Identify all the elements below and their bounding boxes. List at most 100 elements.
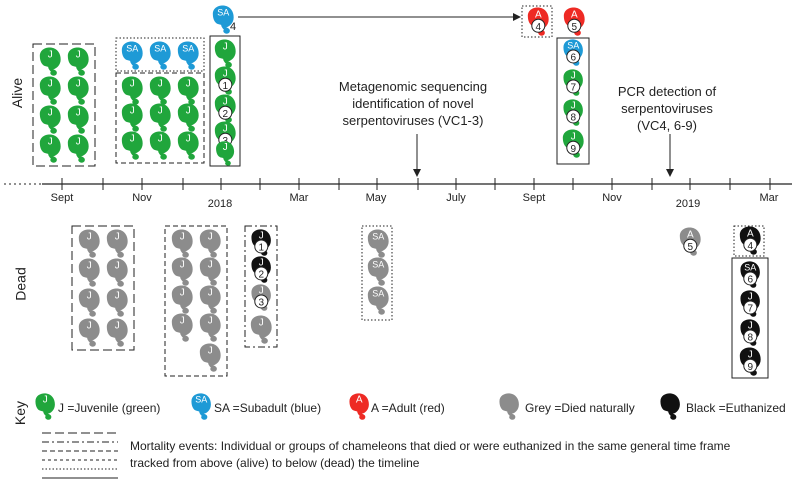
juvenile-9-icon: J9: [562, 129, 584, 158]
id-number: 5: [572, 22, 578, 33]
key-row-label: Key: [12, 400, 29, 426]
id-number: 1: [223, 81, 229, 92]
chameleon-letter: J: [748, 292, 753, 303]
chameleon-letter: J: [748, 321, 753, 332]
id-number: 6: [748, 274, 754, 285]
chameleon-letter: J: [186, 78, 191, 89]
grey-chameleon-icon: J: [171, 229, 193, 258]
subadult-6-icon: SA6: [563, 39, 583, 66]
juvenile-chameleon-icon: J: [67, 105, 89, 134]
chameleon-letter: A: [747, 228, 754, 239]
id-number: 3: [259, 297, 265, 308]
juvenile-chameleon-icon: J: [67, 47, 89, 76]
chameleon-letter: J: [223, 68, 228, 79]
chameleon-letter: J: [186, 133, 191, 144]
chameleon-letter: J: [158, 105, 163, 116]
id-number: 5: [688, 242, 694, 253]
key-subadult-icon: SA: [191, 393, 211, 420]
id-number: 4: [748, 241, 754, 252]
chameleon-letter: SA: [372, 259, 384, 269]
juvenile-1-icon: J1: [214, 66, 236, 95]
chameleon-letter: J: [259, 317, 264, 328]
chameleon-letter: A: [535, 9, 542, 20]
chameleon-letter: SA: [217, 7, 229, 17]
chameleon-letter: J: [223, 142, 228, 153]
tick-label: Sept: [522, 192, 546, 204]
id-number: 8: [748, 332, 754, 343]
juvenile-chameleon-icon: J: [177, 76, 199, 105]
grey-chameleon-icon: J: [199, 343, 221, 372]
id-circle: [566, 140, 581, 155]
subadult-chameleon-icon: SA: [149, 41, 171, 70]
adult-4-icon: A4: [527, 7, 549, 36]
dead-adult-4-box: [733, 225, 765, 257]
id-number: 7: [571, 82, 577, 93]
id-circle: [218, 77, 233, 92]
chameleon-letter: J: [208, 345, 213, 356]
chameleon-letter: J: [223, 41, 228, 52]
id-circle: [254, 239, 269, 254]
id-number: 9: [571, 144, 577, 155]
tick-label: Nov: [132, 192, 152, 204]
dead-sept-box: [71, 225, 135, 351]
chameleon-letter: J: [259, 258, 264, 269]
euthanized-7-icon: J7: [740, 290, 760, 317]
grey-chameleon-icon: J: [106, 229, 128, 258]
juvenile-chameleon-icon: J: [214, 39, 236, 68]
pcr-line-1: PCR detection of: [617, 84, 717, 99]
id-number: 3: [223, 136, 229, 147]
tick-label: May: [365, 192, 387, 204]
chameleon-letter: J: [76, 107, 81, 118]
juvenile-chameleon-icon: J: [39, 47, 61, 76]
chameleon-letter: J: [748, 349, 753, 360]
chameleon-letter: J: [571, 101, 576, 112]
chameleon-letter: J: [180, 231, 185, 242]
chameleon-letter: SA: [372, 231, 384, 241]
grey-chameleon-icon: J: [106, 318, 128, 347]
euthanized-adult-4-icon: A4: [739, 226, 761, 255]
arrows: [238, 13, 674, 177]
grey-chameleon-icon: J: [199, 229, 221, 258]
chameleon-letter: J: [180, 315, 185, 326]
alive-nov-subadult-box: [115, 37, 205, 72]
mortality-legend-text: Mortality events: Individual or groups o…: [130, 439, 731, 470]
chameleon-letter: J: [48, 136, 53, 147]
juvenile-chameleon-icon: J: [121, 131, 143, 160]
chameleon-letter: J: [48, 78, 53, 89]
legend-line-styles: [42, 432, 118, 479]
chameleon-letter: J: [130, 105, 135, 116]
id-circle: [566, 79, 581, 94]
dead-2018-box: [244, 225, 278, 348]
chameleon-letter: J: [571, 131, 576, 142]
key-subadult-text: SA =Subadult (blue): [214, 401, 322, 415]
id-circle: [566, 109, 581, 124]
chameleon-letter: A: [687, 229, 694, 240]
chameleon-letter: J: [158, 133, 163, 144]
juvenile-chameleon-icon: J: [67, 76, 89, 105]
chameleon-letter: J: [180, 259, 185, 270]
id-circle: [743, 300, 758, 315]
dead-may-box: [361, 225, 393, 321]
chameleon-letter: SA: [567, 41, 579, 51]
id-circle: [743, 329, 758, 344]
alive-nov-juvenile-box: [115, 72, 205, 164]
key-black-icon: [660, 393, 680, 420]
tick-label: July: [446, 192, 466, 204]
dead-row-label: Dead: [12, 267, 29, 301]
chameleon-letter: A: [356, 395, 363, 406]
juvenile-chameleon-icon: J: [216, 141, 235, 166]
grey-chameleon-icon: J: [78, 318, 100, 347]
juvenile-chameleon-icon: J: [149, 131, 171, 160]
subadult-chameleon-icon: SA: [177, 41, 199, 70]
chameleon-letter: J: [223, 96, 228, 107]
tick-label: Nov: [602, 192, 622, 204]
juvenile-chameleon-icon: J: [121, 76, 143, 105]
key-juvenile-text: J =Juvenile (green): [58, 401, 161, 415]
metagenomic-line-1: Metagenomic sequencing: [338, 79, 488, 94]
id-number: 9: [748, 362, 754, 373]
tick-label: Mar: [759, 192, 779, 204]
chameleon-letter: SA: [372, 288, 384, 298]
id-circle: [531, 18, 546, 33]
chameleon-letter: J: [186, 105, 191, 116]
juvenile-chameleon-icon: J: [121, 103, 143, 132]
